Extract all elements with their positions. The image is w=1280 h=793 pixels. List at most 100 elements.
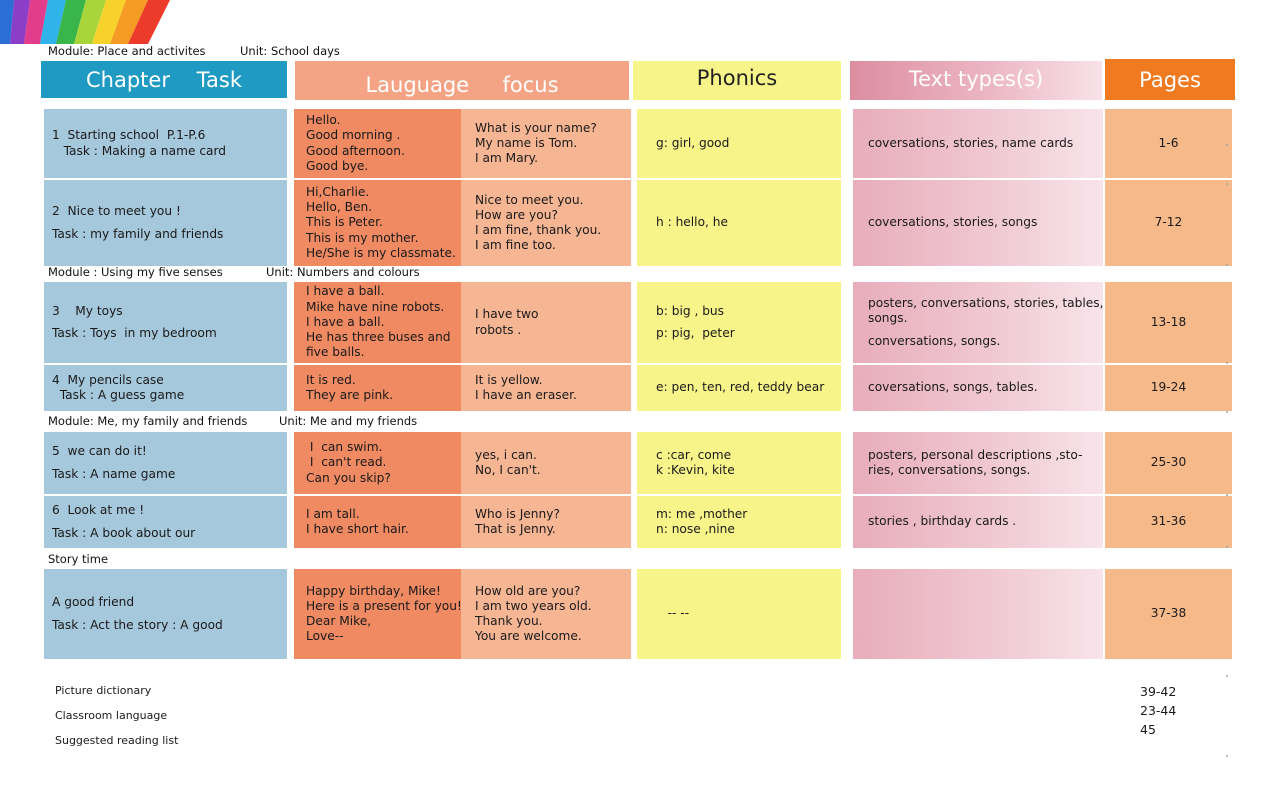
phonics-line: k :Kevin, kite: [656, 463, 822, 478]
cell-pages: 25-30: [1105, 432, 1232, 494]
chapter-line: A good friend: [52, 595, 279, 610]
decor-dot: [1226, 362, 1228, 364]
lang-b-line: That is Jenny.: [475, 522, 617, 537]
page-range: 19-24: [1151, 380, 1186, 395]
phonics-line: e: pen, ten, red, teddy bear: [656, 380, 822, 395]
cell-pages: 1-6: [1105, 109, 1232, 178]
cell-text-types: posters, personal descriptions ,sto-ries…: [853, 432, 1103, 494]
chapter-line: [52, 519, 279, 526]
cell-phonics: c :car, come k :Kevin, kite: [637, 432, 841, 494]
decor-dot: [1226, 264, 1228, 266]
phonics-line: m: me ,mother: [656, 507, 822, 522]
extra-label: Classroom language: [55, 709, 167, 722]
phonics-line: h : hello, he: [656, 215, 822, 230]
lang-a-line: Can you skip?: [306, 471, 449, 486]
cell-text-types: posters, conversations, stories, tables,…: [853, 282, 1103, 363]
cell-lang-b: What is your name? My name is Tom. I am Ma…: [461, 109, 631, 178]
cell-lang-a: Hello. Good morning . Good afternoon. Good …: [294, 109, 461, 178]
text-types-line: coversations, stories, songs: [868, 215, 1088, 230]
decor-dot: [1226, 183, 1228, 185]
chapter-line: [52, 220, 279, 227]
lang-b-line: My name is Tom.: [475, 136, 617, 151]
cell-lang-b: How old are you? I am two years old. Thank…: [461, 569, 631, 659]
cell-text-types: coversations, stories, name cards: [853, 109, 1103, 178]
page-range: 25-30: [1151, 455, 1186, 470]
lang-a-line: Good morning .: [306, 128, 449, 143]
page-range: 37-38: [1151, 606, 1186, 621]
lang-b-line: What is your name?: [475, 121, 617, 136]
decor-dot: [1226, 546, 1228, 548]
cell-phonics: e: pen, ten, red, teddy bear: [637, 365, 841, 411]
chapter-line: 5 we can do it!: [52, 444, 279, 459]
cell-chapter: 4 My pencils case Task : A guess game: [44, 365, 287, 411]
text-types-line: coversations, songs, tables.: [868, 380, 1088, 395]
lang-b-line: yes, i can.: [475, 448, 617, 463]
cell-lang-b: Nice to meet you. How are you? I am fine, …: [461, 180, 631, 266]
lang-b-line: It is yellow.: [475, 373, 617, 388]
extra-pages: 45: [1140, 722, 1156, 737]
phonics-line: [656, 319, 822, 326]
cell-text-types: [853, 569, 1103, 659]
cell-lang-a: Happy birthday, Mike! Here is a present f…: [294, 569, 461, 659]
lang-a-line: Here is a present for you!: [306, 599, 449, 614]
cell-chapter: 6 Look at me ! Task : A book about our: [44, 496, 287, 548]
cell-pages: 13-18: [1105, 282, 1232, 363]
cell-chapter: 1 Starting school P.1-P.6 Task : Making …: [44, 109, 287, 178]
lang-b-line: I am two years old.: [475, 599, 617, 614]
phonics-line: b: big , bus: [656, 304, 822, 319]
lang-b-line: No, I can't.: [475, 463, 617, 478]
cell-phonics: b: big , bus p: pig, peter: [637, 282, 841, 363]
chapter-line: Task : Making a name card: [52, 144, 279, 159]
chapter-line: Task : A guess game: [52, 388, 279, 403]
chapter-line: [52, 611, 279, 618]
chapter-line: 2 Nice to meet you !: [52, 204, 279, 219]
lang-b-line: I have two: [475, 307, 617, 322]
chapter-line: Task : A name game: [52, 467, 279, 482]
lang-b-line: Thank you.: [475, 614, 617, 629]
module-label: Module: Place and activites: [48, 44, 206, 58]
decor-dot: [1226, 675, 1228, 677]
lang-a-line: I can swim.: [306, 440, 449, 455]
chapter-line: Task : Toys in my bedroom: [52, 326, 279, 341]
text-types-line: coversations, stories, name cards: [868, 136, 1088, 151]
phonics-line: g: girl, good: [656, 136, 822, 151]
lang-a-line: Good afternoon.: [306, 144, 449, 159]
lang-a-line: I have a ball.: [306, 315, 449, 330]
phonics-line: -- --: [656, 606, 822, 621]
lang-b-line: How are you?: [475, 208, 617, 223]
lang-b-line: Who is Jenny?: [475, 507, 617, 522]
decor-dot: [1226, 755, 1228, 757]
lang-b-line: You are welcome.: [475, 629, 617, 644]
lang-a-line: Good bye.: [306, 159, 449, 174]
lang-a-line: They are pink.: [306, 388, 449, 403]
text-types-line: posters, conversations, stories, tables,: [868, 296, 1088, 311]
chapter-line: 4 My pencils case: [52, 373, 279, 388]
cell-text-types: coversations, songs, tables.: [853, 365, 1103, 411]
lang-a-line: Hello, Ben.: [306, 200, 449, 215]
unit-label: Unit: School days: [240, 44, 340, 58]
text-types-line: ries, conversations, songs.: [868, 463, 1088, 478]
cell-lang-b: Who is Jenny? That is Jenny.: [461, 496, 631, 548]
unit-label: Unit: Me and my friends: [279, 414, 417, 428]
cell-phonics: m: me ,mother n: nose ,nine: [637, 496, 841, 548]
cell-phonics: g: girl, good: [637, 109, 841, 178]
cell-lang-a: Hi,Charlie. Hello, Ben. This is Peter. This…: [294, 180, 461, 266]
decor-dot: [1226, 411, 1228, 413]
module-label: Module : Using my five senses: [48, 265, 223, 279]
header-pages: Pages: [1105, 59, 1235, 100]
cell-lang-a: It is red. They are pink.: [294, 365, 461, 411]
lang-b-line: I have an eraser.: [475, 388, 617, 403]
cell-text-types: coversations, stories, songs: [853, 180, 1103, 266]
header-text-types: Text types(s): [850, 61, 1102, 100]
chapter-line: Task : A book about our: [52, 526, 279, 541]
extra-label: Picture dictionary: [55, 684, 151, 697]
text-types-line: stories , birthday cards .: [868, 514, 1088, 529]
cell-chapter: 2 Nice to meet you ! Task : my family and…: [44, 180, 287, 266]
lang-a-line: He/She is my classmate.: [306, 246, 449, 261]
lang-a-line: Dear Mike,: [306, 614, 449, 629]
text-types-line: posters, personal descriptions ,sto-: [868, 448, 1088, 463]
lang-a-line: It is red.: [306, 373, 449, 388]
text-types-line: [868, 327, 1088, 334]
lang-a-line: He has three buses and: [306, 330, 449, 345]
chapter-line: 6 Look at me !: [52, 503, 279, 518]
